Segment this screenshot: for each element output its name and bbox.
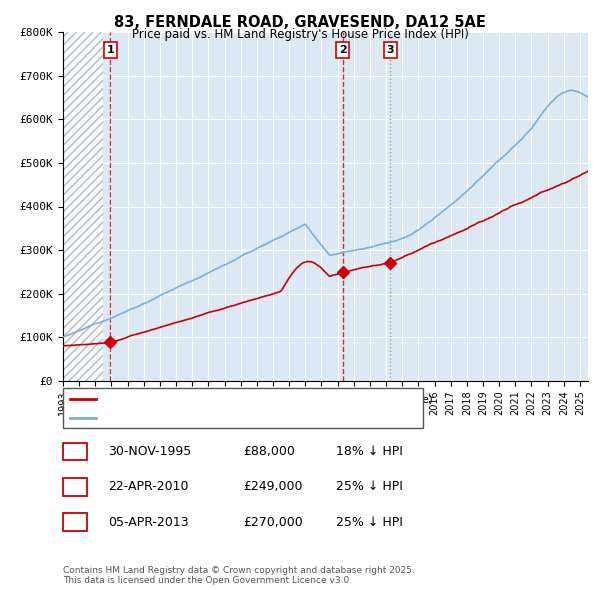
Text: Price paid vs. HM Land Registry's House Price Index (HPI): Price paid vs. HM Land Registry's House …: [131, 28, 469, 41]
Text: £249,000: £249,000: [243, 480, 302, 493]
Text: 18% ↓ HPI: 18% ↓ HPI: [336, 445, 403, 458]
Text: 25% ↓ HPI: 25% ↓ HPI: [336, 480, 403, 493]
Text: 05-APR-2013: 05-APR-2013: [108, 516, 188, 529]
Text: 2: 2: [71, 480, 79, 493]
Text: £88,000: £88,000: [243, 445, 295, 458]
Text: 30-NOV-1995: 30-NOV-1995: [108, 445, 191, 458]
Text: 2: 2: [339, 45, 346, 55]
Text: 83, FERNDALE ROAD, GRAVESEND, DA12 5AE: 83, FERNDALE ROAD, GRAVESEND, DA12 5AE: [114, 15, 486, 30]
Text: 3: 3: [386, 45, 394, 55]
Text: 22-APR-2010: 22-APR-2010: [108, 480, 188, 493]
Text: 25% ↓ HPI: 25% ↓ HPI: [336, 516, 403, 529]
Text: 83, FERNDALE ROAD, GRAVESEND, DA12 5AE (detached house): 83, FERNDALE ROAD, GRAVESEND, DA12 5AE (…: [101, 395, 433, 404]
Text: 3: 3: [71, 516, 79, 529]
Text: HPI: Average price, detached house, Gravesham: HPI: Average price, detached house, Grav…: [101, 414, 353, 423]
Text: 1: 1: [71, 445, 79, 458]
Text: 1: 1: [106, 45, 114, 55]
Text: £270,000: £270,000: [243, 516, 303, 529]
Text: Contains HM Land Registry data © Crown copyright and database right 2025.
This d: Contains HM Land Registry data © Crown c…: [63, 566, 415, 585]
